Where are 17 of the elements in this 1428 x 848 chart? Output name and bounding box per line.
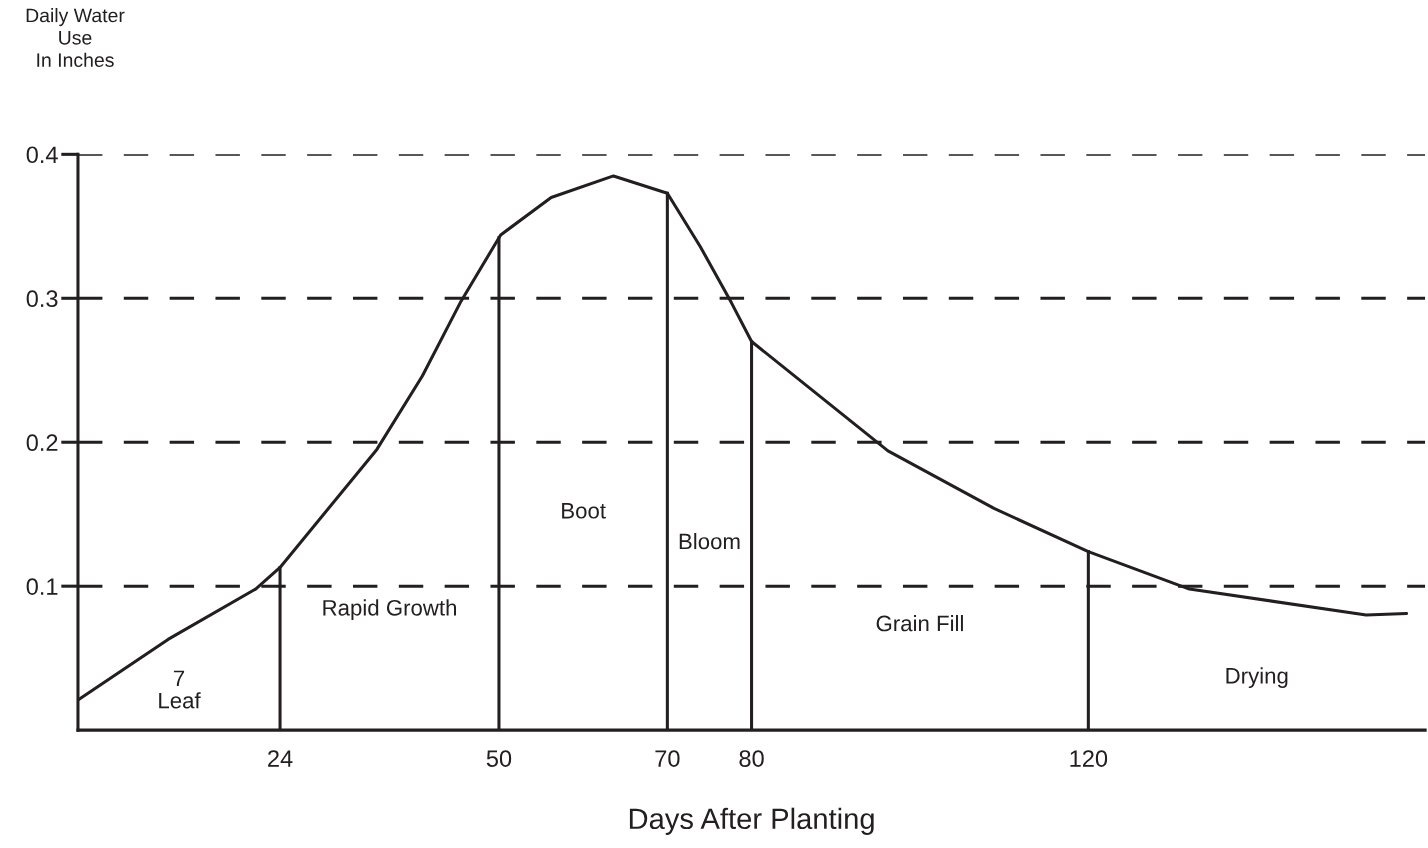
x-tick-label: 50: [486, 750, 512, 767]
y-tick-label: 0.3: [26, 290, 58, 308]
y-tick-label: 0.4: [26, 146, 58, 164]
annotation: Boot: [562, 503, 606, 519]
y-tick-label: 0.2: [26, 434, 58, 452]
x-tick-label: 24: [268, 750, 293, 767]
annotation: Drying: [1226, 667, 1288, 689]
x-tick-label: 80: [739, 750, 764, 767]
y-axis-title: Daily Water Use In Inches: [26, 8, 125, 67]
annotation: 7 Leaf: [159, 670, 201, 709]
annotation: Rapid Growth: [323, 599, 456, 621]
x-tick-label: 120: [1070, 750, 1108, 767]
annotation: Bloom: [679, 532, 740, 550]
annotation: Grain Fill: [876, 615, 963, 632]
y-tick-label: 0.1: [26, 578, 58, 595]
x-axis-title: Days After Planting: [629, 807, 874, 835]
x-tick-label: 70: [655, 750, 680, 767]
